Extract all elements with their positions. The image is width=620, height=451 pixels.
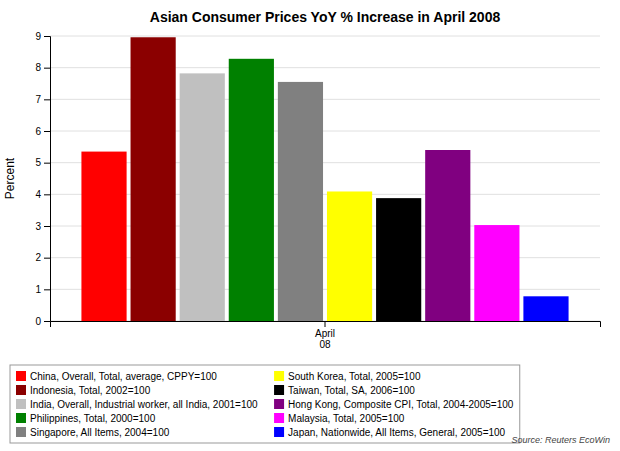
legend-item: South Korea, Total, 2005=100 [274, 371, 421, 382]
bar [180, 73, 225, 321]
legend-label: Singapore, All Items, 2004=100 [30, 427, 170, 438]
legend-label: China, Overall, Total, average, CPPY=100 [30, 371, 217, 382]
source: Source: Reuters EcoWin [512, 435, 610, 445]
legend: China, Overall, Total, average, CPPY=100… [10, 365, 520, 443]
x-tick-label: April08 [315, 328, 335, 350]
y-tick-mark [44, 321, 50, 322]
legend-label: Malaysia, Total, 2005=100 [288, 413, 405, 424]
legend-frame [10, 365, 520, 443]
y-tick-mark [44, 36, 50, 37]
y-tick-mark [44, 289, 50, 290]
y-tick-mark [44, 226, 50, 227]
y-tick-label: 9 [35, 31, 41, 42]
legend-swatch [274, 427, 284, 437]
title: Asian Consumer Prices YoY % Increase in … [150, 9, 501, 25]
x-axis: April08 [51, 321, 601, 350]
y-tick-mark [44, 258, 50, 259]
grid [50, 36, 600, 321]
legend-swatch [16, 371, 26, 381]
y-tick: 4 [35, 189, 50, 200]
legend-swatch [274, 371, 284, 381]
legend-label: Philippines, Total, 2000=100 [30, 413, 156, 424]
legend-swatch [16, 413, 26, 423]
y-tick: 6 [35, 126, 50, 137]
legend-swatch [274, 413, 284, 423]
legend-label: Taiwan, Total, SA, 2006=100 [288, 385, 415, 396]
bar [229, 59, 274, 321]
legend-label: Indonesia, Total, 2002=100 [30, 385, 151, 396]
bar [474, 225, 519, 321]
y-axis-title: Percent [3, 157, 17, 199]
legend-item: Hong Kong, Composite CPI, Total, 2004-20… [274, 399, 514, 410]
legend-label: India, Overall, Industrial worker, all I… [30, 399, 258, 410]
y-tick-mark [44, 194, 50, 195]
y-tick-mark [44, 68, 50, 69]
y-tick-label: 6 [35, 126, 41, 137]
legend-item: India, Overall, Industrial worker, all I… [16, 399, 258, 410]
legend-item: Indonesia, Total, 2002=100 [16, 385, 151, 396]
bar [131, 37, 176, 321]
y-tick-label: 5 [35, 157, 41, 168]
legend-label: Japan, Nationwide, All Items, General, 2… [288, 427, 506, 438]
x-tick-mark [325, 321, 326, 327]
x-axis-line [51, 322, 601, 328]
y-tick-label: 2 [35, 252, 41, 263]
legend-swatch [16, 385, 26, 395]
bar [278, 82, 323, 321]
legend-item: Malaysia, Total, 2005=100 [274, 413, 405, 424]
y-tick-label: 0 [35, 316, 41, 327]
legend-item: Japan, Nationwide, All Items, General, 2… [274, 427, 506, 438]
bar [327, 191, 372, 321]
y-tick: 2 [35, 252, 50, 263]
y-tick: 1 [35, 284, 50, 295]
legend-swatch [16, 399, 26, 409]
y-tick: 0 [35, 316, 50, 327]
x-tick: April08 [315, 321, 335, 350]
bars [81, 37, 568, 321]
chart: Asian Consumer Prices YoY % Increase in … [0, 0, 620, 451]
legend-item: Taiwan, Total, SA, 2006=100 [274, 385, 415, 396]
legend-item: Singapore, All Items, 2004=100 [16, 427, 170, 438]
y-tick: 7 [35, 94, 50, 105]
y-tick-mark [44, 163, 50, 164]
bar [425, 150, 470, 321]
y-tick: 5 [35, 157, 50, 168]
legend-item: China, Overall, Total, average, CPPY=100 [16, 371, 217, 382]
y-tick: 8 [35, 62, 50, 73]
y-tick-label: 4 [35, 189, 41, 200]
legend-label: South Korea, Total, 2005=100 [288, 371, 421, 382]
y-tick-mark [44, 99, 50, 100]
plot: 0 1 2 3 4 5 6 7 8 9 April08 [35, 31, 600, 350]
y-tick-label: 3 [35, 221, 41, 232]
y-tick: 9 [35, 31, 50, 42]
legend-column: China, Overall, Total, average, CPPY=100… [16, 371, 258, 438]
y-tick-mark [44, 131, 50, 132]
y-axis-line [44, 37, 51, 322]
legend-swatch [274, 385, 284, 395]
bar [376, 198, 421, 321]
bar [81, 152, 126, 321]
grid-line [50, 36, 600, 37]
legend-swatch [274, 399, 284, 409]
legend-item: Philippines, Total, 2000=100 [16, 413, 156, 424]
legend-swatch [16, 427, 26, 437]
y-tick: 3 [35, 221, 50, 232]
y-axis: 0 1 2 3 4 5 6 7 8 9 [35, 31, 50, 327]
y-tick-label: 1 [35, 284, 41, 295]
y-tick-label: 8 [35, 62, 41, 73]
legend-column: South Korea, Total, 2005=100 Taiwan, Tota… [274, 371, 514, 438]
y-tick-label: 7 [35, 94, 41, 105]
bar [523, 296, 568, 321]
legend-label: Hong Kong, Composite CPI, Total, 2004-20… [288, 399, 514, 410]
